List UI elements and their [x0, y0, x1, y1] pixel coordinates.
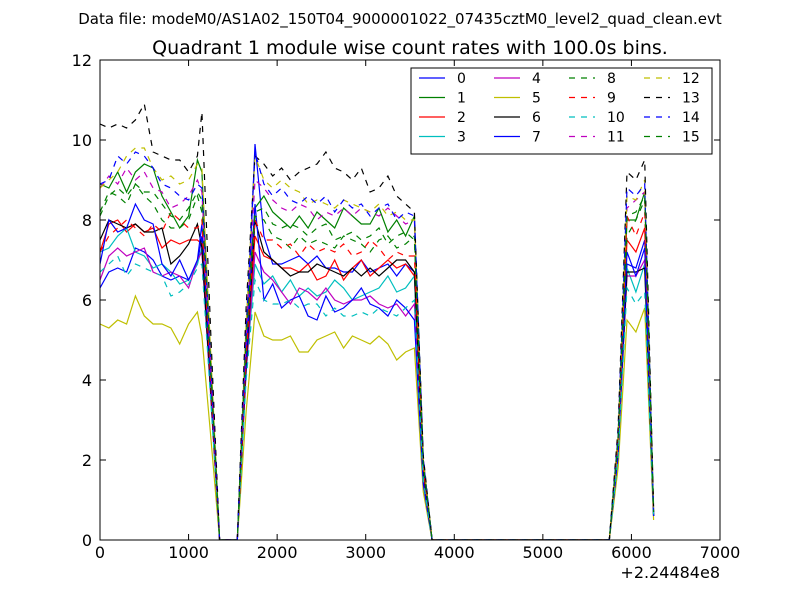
legend-label-12: 12 — [682, 71, 700, 87]
x-offset-label: +2.24484e8 — [620, 563, 720, 582]
y-tick-label: 12 — [72, 51, 92, 70]
series-line-7 — [100, 202, 655, 540]
suptitle: Data file: modeM0/AS1A02_150T04_90000010… — [78, 10, 722, 29]
legend-label-8: 8 — [607, 71, 616, 87]
series-line-5 — [100, 294, 655, 540]
y-tick-label: 4 — [82, 371, 92, 390]
legend-label-7: 7 — [532, 130, 541, 146]
legend-label-1: 1 — [457, 91, 466, 107]
legend-label-15: 15 — [682, 130, 700, 146]
legend-label-0: 0 — [457, 71, 466, 87]
legend-label-6: 6 — [532, 110, 541, 126]
x-tick-label: 1000 — [168, 543, 209, 562]
legend-label-10: 10 — [607, 110, 625, 126]
chart-title: Quadrant 1 module wise count rates with … — [152, 37, 668, 59]
series-line-10 — [100, 254, 655, 540]
y-tick-label: 8 — [82, 211, 92, 230]
series-line-4 — [100, 247, 655, 540]
legend-label-3: 3 — [457, 130, 466, 146]
y-tick-label: 2 — [82, 451, 92, 470]
series-line-15 — [100, 183, 655, 540]
legend-label-4: 4 — [532, 71, 541, 87]
series-line-11 — [100, 166, 655, 540]
x-tick-label: 6000 — [611, 543, 652, 562]
series-line-13 — [100, 102, 655, 540]
series-line-0 — [100, 143, 655, 540]
x-tick-label: 4000 — [434, 543, 475, 562]
legend-box — [410, 67, 713, 155]
y-tick-label: 0 — [82, 531, 92, 550]
series-line-1 — [100, 157, 655, 540]
x-tick-label: 0 — [95, 543, 105, 562]
y-tick-label: 6 — [82, 291, 92, 310]
series-line-14 — [100, 151, 655, 540]
x-tick-label: 5000 — [522, 543, 563, 562]
legend-label-5: 5 — [532, 91, 541, 107]
legend-label-2: 2 — [457, 110, 466, 126]
x-tick-label: 3000 — [345, 543, 386, 562]
series-line-8 — [100, 182, 655, 540]
series-line-12 — [100, 147, 655, 540]
plot-lines — [100, 102, 655, 540]
x-tick-label: 2000 — [257, 543, 298, 562]
legend-label-14: 14 — [682, 110, 700, 126]
x-tick-label: 7000 — [700, 543, 741, 562]
series-line-9 — [100, 210, 655, 540]
legend-label-9: 9 — [607, 91, 616, 107]
y-tick-label: 10 — [72, 131, 92, 150]
legend-label-11: 11 — [607, 130, 625, 146]
legend-label-13: 13 — [682, 91, 700, 107]
